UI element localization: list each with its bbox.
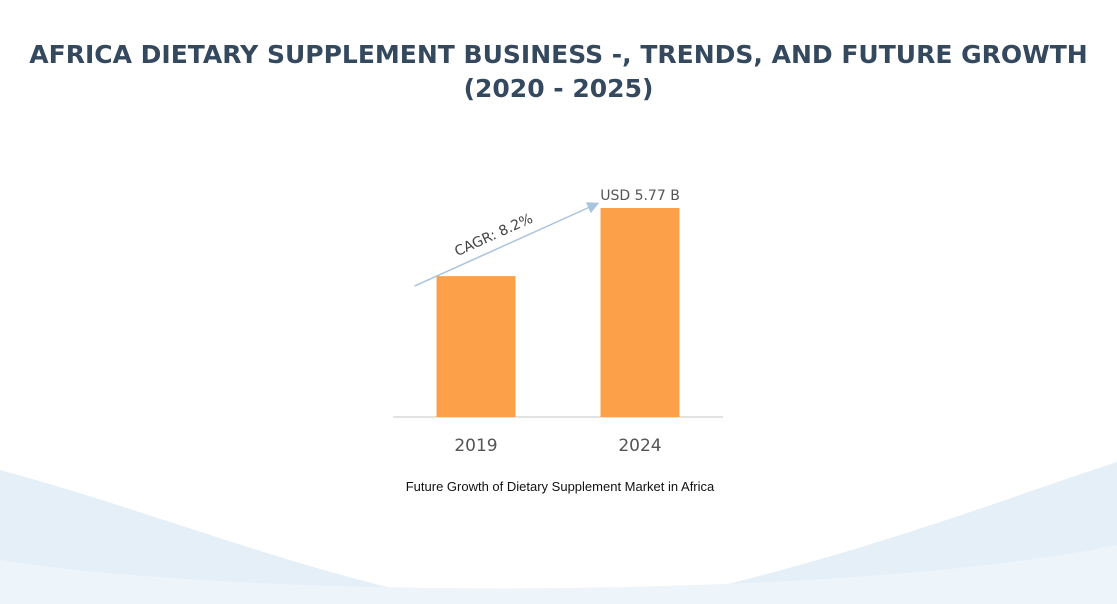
bar-2024 (600, 208, 680, 417)
page-title: AFRICA DIETARY SUPPLEMENT BUSINESS -, TR… (29, 40, 1088, 69)
background-wave-left (0, 470, 470, 604)
cagr-label: CAGR: 8.2% (452, 211, 535, 260)
chart-caption: Future Growth of Dietary Supplement Mark… (405, 479, 715, 494)
data-label: USD 5.77 B (600, 188, 680, 204)
x-tick-label: 2019 (454, 436, 497, 456)
page-title-period: (2020 - 2025) (463, 74, 654, 103)
background-wave-bottom (0, 545, 1117, 604)
cagr-arrow (414, 202, 600, 287)
bar-2019 (436, 276, 516, 417)
x-tick-label: 2024 (618, 436, 661, 456)
